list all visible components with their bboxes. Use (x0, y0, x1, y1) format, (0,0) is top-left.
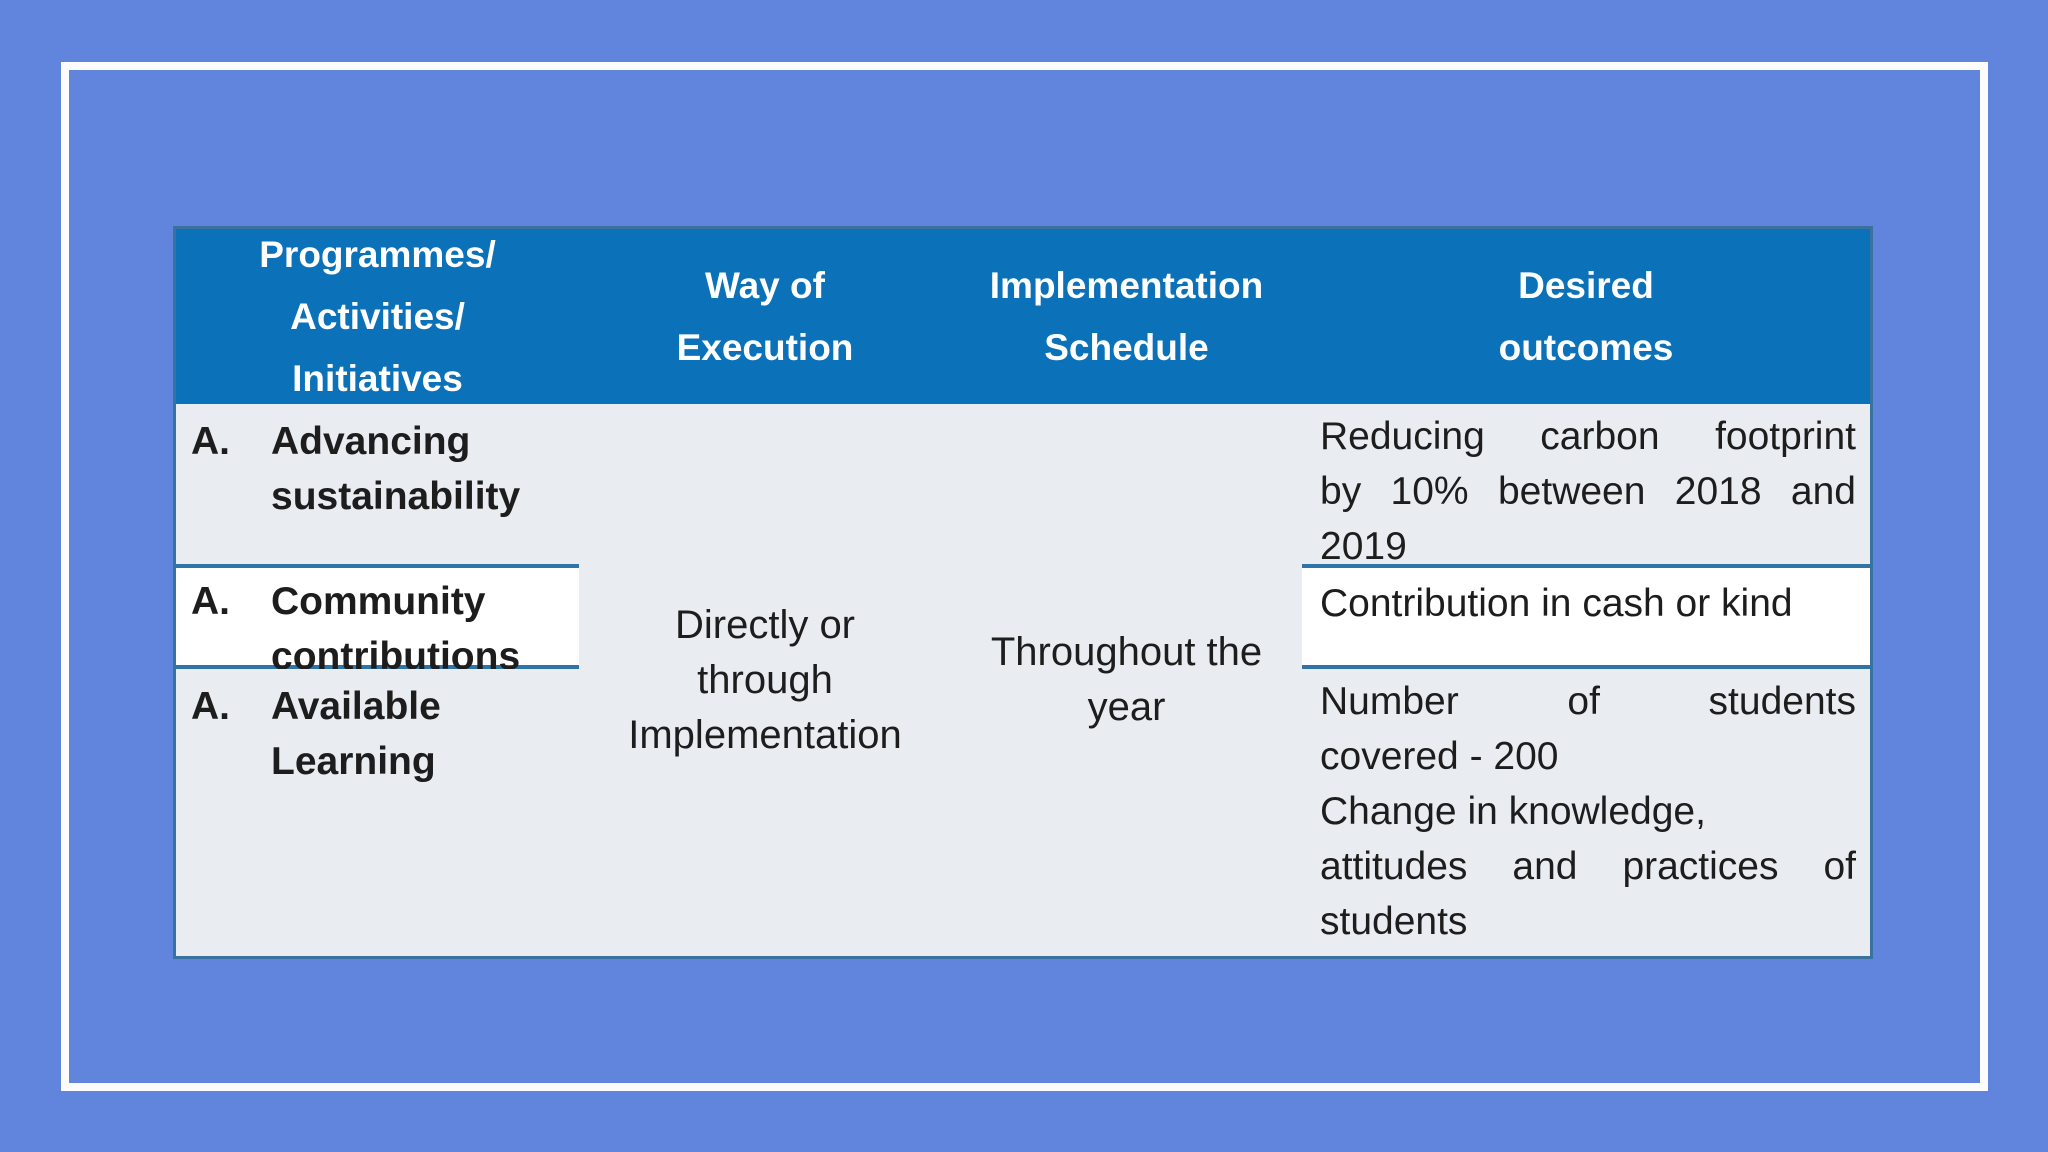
header-implementation-schedule: Implementation Schedule (951, 229, 1302, 404)
cell-implementation-schedule: Throughout the year (951, 404, 1302, 956)
list-marker: A. (191, 580, 230, 623)
header-line: Way of (705, 264, 825, 306)
outcome-line: by 10% between 2018 and (1320, 470, 1856, 513)
list-item: A. Community contributions (176, 568, 579, 684)
header-line: Implementation (989, 264, 1264, 306)
list-item: A. Available Learning (176, 669, 579, 789)
column-middle-merged: Directly or through Implementation Throu… (579, 404, 1302, 956)
decorative-frame (61, 62, 1988, 1091)
header-desired-outcomes: Desired outcomes (1302, 229, 1870, 404)
programmes-table: Programmes/ Activities/ Initiatives Way … (173, 226, 1873, 959)
header-line: Schedule (1044, 326, 1209, 368)
outcome-line: Number of students (1320, 680, 1856, 723)
header-line: Initiatives (292, 357, 463, 399)
cell-community-contributions: A. Community contributions (176, 564, 579, 678)
header-way-of-execution: Way of Execution (579, 229, 951, 404)
outcome-line: Contribution in cash or kind (1320, 582, 1793, 625)
outcome-line: covered - 200 (1320, 735, 1559, 778)
header-programmes-activities-initiatives: Programmes/ Activities/ Initiatives (176, 229, 579, 404)
text-line: Throughout the (990, 630, 1263, 674)
outcome-line: attitudes and practices of (1320, 845, 1856, 888)
cell-advancing-sustainability: A. Advancing sustainability (176, 404, 579, 564)
cell-outcome-carbon-footprint: Reducing carbon footprint by 10% between… (1302, 404, 1870, 568)
column-programmes: A. Advancing sustainability A. Community… (176, 404, 579, 956)
column-desired-outcomes: Reducing carbon footprint by 10% between… (1302, 404, 1870, 956)
outcome-line: students (1320, 900, 1468, 943)
table-body: A. Advancing sustainability A. Community… (176, 404, 1870, 956)
text-line: Directly or (674, 602, 856, 647)
list-item: A. Advancing sustainability (176, 404, 579, 524)
table-header-row: Programmes/ Activities/ Initiatives Way … (176, 229, 1870, 404)
text-line: Implementation (628, 712, 902, 757)
cell-way-of-execution: Directly or through Implementation (579, 404, 951, 956)
cell-outcome-contribution: Contribution in cash or kind (1302, 564, 1870, 669)
list-item-label: Available Learning (271, 685, 441, 783)
header-line: Activities/ (290, 295, 465, 337)
text-line: through (697, 657, 833, 702)
list-marker: A. (191, 420, 230, 463)
outcome-line: Change in knowledge, (1320, 790, 1706, 833)
header-line: Desired (1518, 264, 1654, 306)
header-line: Programmes/ (259, 233, 496, 275)
text-line: year (1087, 685, 1166, 729)
header-line: Execution (676, 326, 854, 368)
header-line: outcomes (1498, 326, 1674, 368)
outcome-line: Reducing carbon footprint (1320, 415, 1856, 458)
cell-available-learning: A. Available Learning (176, 669, 579, 956)
list-marker: A. (191, 685, 230, 728)
list-item-label: Community contributions (271, 580, 521, 678)
cell-outcome-students: Number of students covered - 200 Change … (1302, 669, 1870, 956)
outcome-line: 2019 (1320, 525, 1407, 568)
list-item-label: Advancing sustainability (271, 420, 521, 518)
